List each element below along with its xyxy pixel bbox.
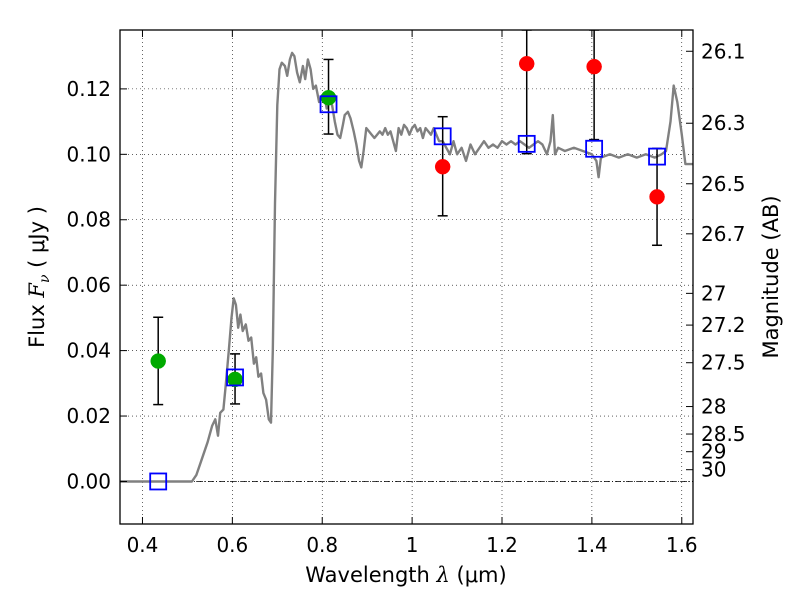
x-tick-label: 0.8 — [306, 533, 338, 557]
y-tick-label: 0.08 — [66, 208, 111, 232]
right-tick-label: 29 — [701, 440, 726, 464]
plot-frame — [119, 29, 694, 525]
right-tick-label: 26.1 — [701, 39, 746, 63]
model-band-square — [149, 472, 168, 491]
right-tick-label: 30 — [701, 458, 726, 482]
y-tick-label: 0.10 — [66, 142, 111, 166]
model-spectrum — [120, 51, 693, 483]
right-tick-label: 27.5 — [701, 351, 746, 375]
data-markers — [149, 55, 666, 491]
right-tick-label: 27.2 — [701, 313, 746, 337]
y-tick-label: 0.12 — [66, 77, 111, 101]
detection-point — [150, 353, 166, 369]
y-axis-label: Flux Fν ( μJy ) — [25, 206, 53, 348]
detection-point — [320, 89, 337, 106]
model-band-square — [226, 368, 244, 387]
x-tick-label: 1.2 — [486, 533, 518, 557]
measured-point — [434, 158, 451, 175]
y-tick-label: 0.06 — [66, 273, 111, 297]
y-axis-right-label: Magnitude (AB) — [759, 195, 783, 358]
y-tick-label: 0.00 — [66, 469, 111, 493]
right-tick-label: 28.5 — [701, 422, 746, 446]
model-band-square — [517, 134, 536, 153]
x-tick-label: 1.6 — [666, 533, 698, 557]
model-band-square — [319, 95, 338, 114]
model-band-square — [648, 147, 666, 166]
measured-point — [649, 189, 665, 205]
right-tick-label: 27 — [701, 281, 726, 305]
measured-point — [518, 55, 535, 72]
x-axis-label: Wavelength λ (μm) — [305, 563, 506, 587]
measured-point — [586, 58, 602, 75]
x-tick-label: 1.4 — [576, 533, 608, 557]
y-tick-label: 0.02 — [66, 404, 111, 428]
model-spectrum-line — [120, 51, 693, 483]
right-tick-label: 26.5 — [701, 172, 746, 196]
right-tick-label: 28 — [701, 395, 726, 419]
model-band-square — [433, 127, 452, 146]
x-tick-label: 0.4 — [127, 533, 159, 557]
right-tick-label: 26.3 — [701, 111, 746, 135]
axis-ticks: 0.4 0.6 0.8 1 1.2 1.4 1.6 0.00 0.02 0.04 0.06 0.08 0… — [66, 30, 746, 557]
model-band-square — [585, 139, 604, 158]
x-tick-label: 1 — [406, 533, 419, 557]
x-tick-label: 0.6 — [216, 533, 248, 557]
right-tick-label: 26.7 — [701, 222, 746, 246]
y-tick-label: 0.04 — [66, 339, 111, 363]
